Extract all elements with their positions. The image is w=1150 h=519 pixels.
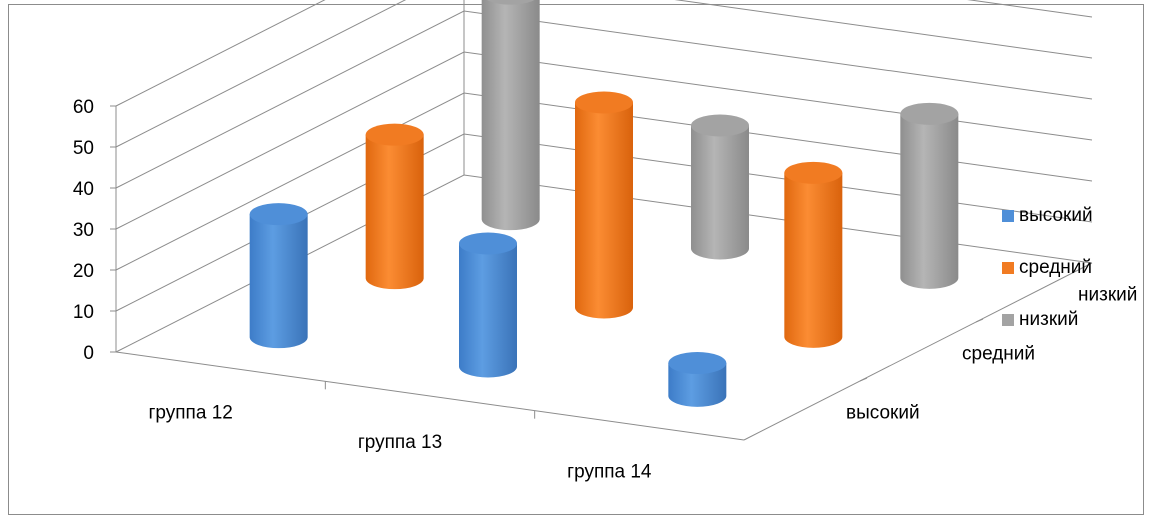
chart-legend: высокий средний низкий — [1002, 204, 1093, 360]
cylinder-средний — [784, 161, 843, 348]
cylinder-средний — [365, 123, 424, 290]
cylinder-низкий — [691, 114, 749, 260]
gridline — [115, 0, 1093, 148]
cylinder-body — [784, 172, 843, 348]
cylinder-высокий — [459, 232, 517, 378]
cylinder-body — [481, 0, 540, 231]
cylinder-top — [900, 102, 959, 125]
chart-labels: 0 10 20 30 40 50 60 группа 12 группа 13 группа 14… — [73, 97, 1138, 482]
cylinder-body — [900, 113, 959, 289]
depth-tick — [859, 377, 868, 382]
cylinder-body — [575, 102, 633, 319]
chart-axes — [110, 105, 1093, 441]
legend-label: средний — [1019, 257, 1093, 278]
legend-label: высокий — [1019, 205, 1093, 226]
x-tick-label: группа 13 — [358, 432, 442, 453]
depth-tick-label: низкий — [1078, 285, 1137, 306]
depth-axis — [743, 262, 1093, 441]
cylinder-body — [668, 363, 727, 407]
cylinder-низкий — [900, 102, 959, 289]
cylinder-top — [486, 0, 535, 5]
chart-walls — [115, 0, 1093, 353]
y-tick-label: 20 — [73, 261, 94, 282]
cylinder-высокий — [249, 203, 308, 349]
legend-swatch — [1002, 314, 1014, 326]
legend-swatch — [1002, 262, 1014, 274]
x-tick-label: группа 14 — [567, 461, 652, 482]
depth-tick-label: высокий — [846, 403, 920, 424]
chart-frame — [8, 4, 1144, 515]
depth-tick — [975, 318, 984, 323]
y-tick-label: 50 — [73, 138, 94, 159]
legend-item: низкий — [1002, 308, 1093, 332]
cylinder-top — [249, 203, 308, 226]
y-tick-label: 60 — [73, 97, 94, 118]
legend-item: средний — [1002, 256, 1093, 280]
cylinder-body — [249, 214, 308, 349]
category-axis — [115, 351, 745, 441]
cylinder-top — [459, 232, 517, 255]
cylinder-body — [365, 134, 424, 290]
cylinder-низкий — [481, 0, 540, 231]
legend-swatch — [1002, 210, 1014, 222]
cylinder-body — [691, 125, 749, 260]
chart-cylinders — [249, 0, 959, 407]
y-tick-label: 40 — [73, 179, 94, 200]
cylinder-body — [459, 243, 517, 378]
legend-label: низкий — [1019, 309, 1079, 330]
gridline — [115, 0, 1093, 107]
cylinder-top — [784, 161, 843, 184]
legend-item: высокий — [1002, 204, 1093, 228]
depth-tick-label: средний — [962, 344, 1035, 365]
y-tick-label: 10 — [73, 302, 94, 323]
y-tick-label: 30 — [73, 220, 94, 241]
cylinder-top — [575, 91, 633, 114]
x-tick-label: группа 12 — [148, 403, 232, 424]
cylinder-top — [691, 114, 749, 137]
cylinder-высокий — [668, 352, 727, 407]
cylinder-top — [365, 123, 424, 146]
y-tick-label: 0 — [83, 343, 94, 364]
cylinder-средний — [575, 91, 633, 319]
cylinder-top — [668, 352, 727, 375]
